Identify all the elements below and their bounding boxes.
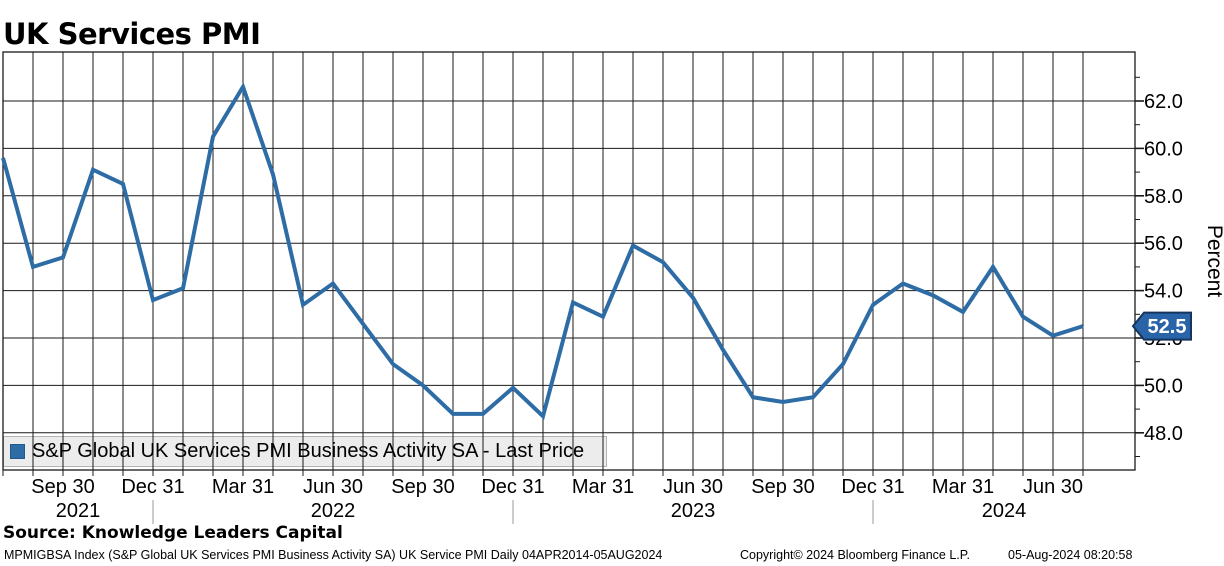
footer: MPMIGBSA Index (S&P Global UK Services P… <box>0 548 1224 566</box>
legend-series-label: S&P Global UK Services PMI Business Acti… <box>32 440 585 462</box>
legend-band <box>3 436 607 467</box>
legend: S&P Global UK Services PMI Business Acti… <box>3 436 607 467</box>
x-tick-label: Sep 30 <box>31 476 94 498</box>
y-tick-label: 58.0 <box>1144 186 1183 208</box>
legend-series-marker <box>10 444 25 459</box>
x-tick-label: Mar 31 <box>932 476 994 498</box>
footer-index-description: MPMIGBSA Index (S&P Global UK Services P… <box>4 548 663 562</box>
last-price-badge-value: 52.5 <box>1148 316 1187 338</box>
x-tick-label: Mar 31 <box>212 476 274 498</box>
pmi-line-series <box>1 82 1084 420</box>
x-tick-label: Dec 31 <box>121 476 184 498</box>
footer-timestamp: 05-Aug-2024 08:20:58 <box>1008 548 1133 562</box>
y-tick-label: 56.0 <box>1144 233 1183 255</box>
x-tick-label: Jun 30 <box>303 476 363 498</box>
plot-frame <box>2 51 1136 471</box>
y-tick-label: 54.0 <box>1144 281 1183 303</box>
year-label: 2024 <box>982 500 1027 522</box>
x-tick-label: Jun 30 <box>1023 476 1083 498</box>
y-tick-label: 60.0 <box>1144 138 1183 160</box>
x-tick-label: Sep 30 <box>751 476 814 498</box>
x-tick-label: Dec 31 <box>841 476 904 498</box>
y-tick-label: 62.0 <box>1144 91 1183 113</box>
x-tick-label: Sep 30 <box>391 476 454 498</box>
source-text: Source: Knowledge Leaders Capital <box>3 523 343 543</box>
x-tick-label: Dec 31 <box>481 476 544 498</box>
x-tick-label: Mar 31 <box>572 476 634 498</box>
year-label: 2021 <box>56 500 101 522</box>
x-tick-label: Jun 30 <box>663 476 723 498</box>
footer-copyright: Copyright© 2024 Bloomberg Finance L.P. <box>740 548 970 562</box>
year-label: 2022 <box>311 500 356 522</box>
y-axis-title: Percent <box>1203 225 1224 298</box>
year-label: 2023 <box>671 500 716 522</box>
last-price-badge <box>1131 311 1192 341</box>
y-tick-label: 48.0 <box>1144 423 1183 445</box>
y-tick-label: 50.0 <box>1144 375 1183 397</box>
page-title: UK Services PMI <box>3 17 261 52</box>
